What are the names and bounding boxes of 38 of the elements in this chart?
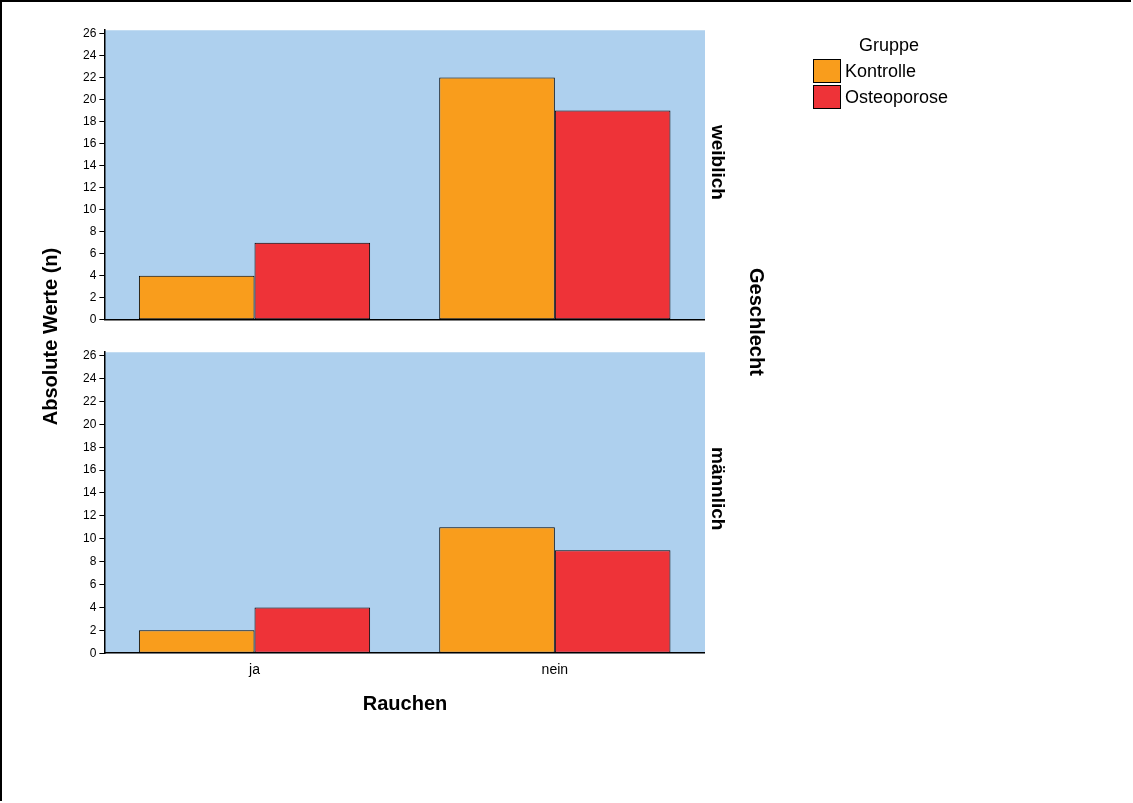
legend-title: Gruppe	[859, 35, 921, 56]
y-tick-label: 0	[89, 645, 97, 660]
y-tick-label: 6	[89, 576, 97, 591]
x-tick-label: ja	[248, 661, 261, 678]
x-axis-title: Rauchen	[361, 692, 449, 715]
y-tick-label: 8	[89, 553, 97, 568]
y-tick-label: 16	[82, 462, 97, 477]
y-tick-label: 18	[82, 113, 97, 128]
y-tick-label: 12	[82, 179, 97, 194]
y-tick-label: 22	[82, 393, 97, 408]
x-tick-label: nein	[541, 661, 569, 678]
y-tick-label: 2	[89, 290, 97, 305]
y-tick-label: 26	[82, 25, 97, 40]
y-tick-label: 4	[89, 599, 97, 614]
y-axis-title: Absolute Werte (n)	[38, 246, 62, 428]
y-tick-label: 14	[82, 157, 97, 172]
y-tick-label: 18	[82, 439, 97, 454]
y-tick-label: 0	[89, 312, 97, 327]
y-tick-label: 6	[89, 246, 97, 261]
y-tick-label: 22	[82, 69, 97, 84]
y-tick-label: 14	[82, 485, 97, 500]
y-tick-label: 24	[82, 47, 97, 62]
y-tick-label: 2	[89, 622, 97, 637]
y-tick-label: 24	[82, 370, 97, 385]
y-tick-label: 20	[82, 91, 97, 106]
text: männlich	[707, 447, 729, 531]
y-tick-label: 16	[82, 135, 97, 150]
legend-label: Osteoporose	[845, 86, 949, 108]
y-tick-label: 20	[82, 416, 97, 431]
y-tick-label: 26	[82, 347, 97, 362]
y2-axis-title: Geschlecht	[745, 268, 768, 376]
y-tick-label: 8	[89, 224, 97, 239]
y-tick-label: 4	[89, 268, 97, 283]
y-tick-label: 10	[82, 202, 97, 216]
text: weiblich	[707, 125, 729, 200]
legend-label: Kontrolle	[845, 60, 917, 82]
y-tick-label: 12	[82, 508, 97, 523]
y-tick-label: 10	[82, 531, 97, 546]
